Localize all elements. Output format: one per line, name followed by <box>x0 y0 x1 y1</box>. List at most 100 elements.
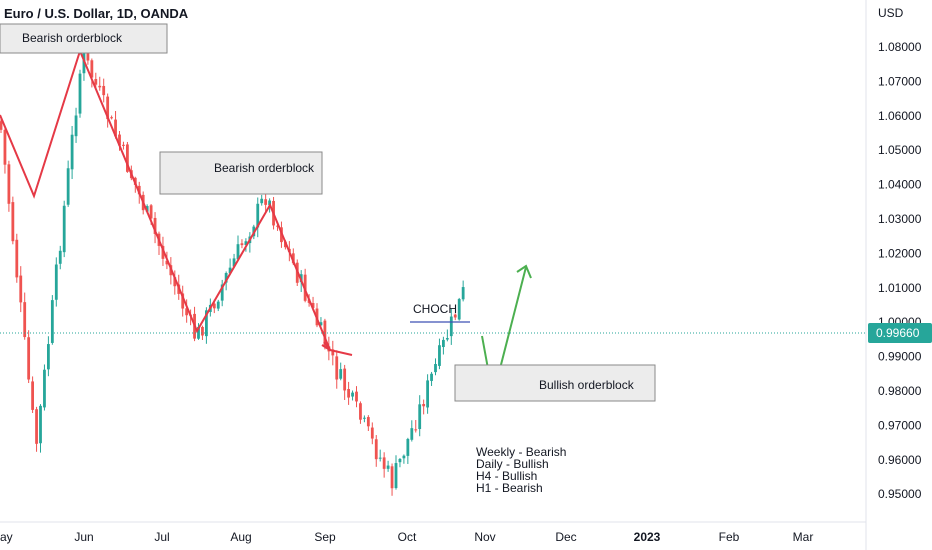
candle-body <box>118 134 121 146</box>
candle-body <box>47 344 50 370</box>
candle-body <box>343 368 347 391</box>
candle-body <box>78 73 82 114</box>
candle-body <box>370 427 374 439</box>
candle-body <box>260 198 264 204</box>
bias-line-h4: H4 - Bullish <box>476 469 537 483</box>
candle-body <box>220 284 224 301</box>
candle-body <box>394 463 398 489</box>
price-tick-label: 0.99000 <box>878 350 922 364</box>
candles-layer <box>0 42 465 496</box>
candle-body <box>216 301 220 309</box>
candle-body <box>378 457 382 459</box>
candle-body <box>7 164 11 204</box>
bearish-orderblock-box-1[interactable] <box>0 23 168 54</box>
candle-body <box>256 203 260 228</box>
candle-body <box>173 277 177 287</box>
time-tick-label: Mar <box>793 530 814 544</box>
candle-body <box>161 245 165 259</box>
candle-body <box>90 60 94 78</box>
candle-body <box>319 322 323 326</box>
price-tick-label: 1.07000 <box>878 74 922 88</box>
candle-body <box>355 391 358 402</box>
candle-body <box>335 356 339 380</box>
time-tick-label: 2023 <box>634 530 661 544</box>
chart-title: Euro / U.S. Dollar, 1D, OANDA <box>4 6 189 21</box>
candle-body <box>276 225 279 227</box>
candle-body <box>201 326 204 336</box>
candle-body <box>106 96 110 120</box>
candle-body <box>382 457 386 469</box>
candle-body <box>228 267 232 274</box>
candle-body <box>291 253 295 264</box>
candle-body <box>98 85 102 88</box>
price-tick-label: 1.06000 <box>878 109 922 123</box>
candle-body <box>94 79 98 85</box>
candle-body <box>0 121 3 130</box>
price-tick-label: 0.96000 <box>878 453 922 467</box>
candle-body <box>374 439 378 460</box>
time-tick-label: Dec <box>555 530 576 544</box>
time-tick-label: Jul <box>154 530 169 544</box>
time-tick-label: ay <box>0 530 13 544</box>
price-tick-label: 1.05000 <box>878 143 922 157</box>
candle-body <box>264 199 268 205</box>
candle-body <box>347 389 350 398</box>
price-tick-label: 0.95000 <box>878 487 922 501</box>
candle-body <box>66 168 70 205</box>
currency-label: USD <box>878 6 904 20</box>
bearish-orderblock-label-2: Bearish orderblock <box>214 161 315 175</box>
candle-body <box>232 258 236 267</box>
bearish-orderblock-box-2[interactable] <box>159 151 323 195</box>
candle-body <box>224 272 228 283</box>
candle-body <box>122 144 125 146</box>
candle-body <box>126 144 129 172</box>
candle-body <box>205 310 208 337</box>
time-tick-label: Aug <box>230 530 251 544</box>
candle-body <box>153 217 157 234</box>
candle-body <box>363 417 366 419</box>
candle-body <box>181 293 185 309</box>
candle-body <box>331 349 335 356</box>
candle-body <box>35 409 38 444</box>
candle-body <box>110 117 113 119</box>
candle-body <box>386 465 390 469</box>
current-price-badge <box>868 323 932 343</box>
bullish-orderblock-label: Bullish orderblock <box>539 378 635 392</box>
candle-body <box>351 392 354 397</box>
price-tick-label: 1.08000 <box>878 40 922 54</box>
candle-body <box>114 119 117 137</box>
candle-body <box>390 466 394 489</box>
bearish-orderblock-label-1: Bearish orderblock <box>22 31 123 45</box>
candle-body <box>58 250 62 264</box>
candle-body <box>422 403 426 407</box>
bullish-orderblock-box[interactable] <box>454 364 656 402</box>
candle-body <box>43 369 46 408</box>
candle-body <box>398 459 402 463</box>
candle-body <box>414 429 418 431</box>
time-tick-label: Nov <box>474 530 495 544</box>
candle-body <box>442 339 445 348</box>
current-price-value: 0.99660 <box>876 326 920 340</box>
time-tick-label: Jun <box>74 530 93 544</box>
candle-body <box>359 403 362 420</box>
price-axis[interactable]: 1.08000 1.07000 1.06000 1.05000 1.04000 1.030… <box>878 40 922 501</box>
candle-body <box>15 239 19 278</box>
candle-body <box>3 129 7 165</box>
price-tick-label: 1.01000 <box>878 281 922 295</box>
candle-body <box>418 404 422 430</box>
time-axis[interactable]: ay Jun Jul Aug Sep Oct Nov Dec 2023 Feb Mar <box>0 530 813 544</box>
candle-body <box>54 264 58 300</box>
price-tick-label: 0.97000 <box>878 418 922 432</box>
candle-body <box>50 300 54 343</box>
candle-body <box>212 303 216 309</box>
candle-body <box>457 299 461 320</box>
candle-body <box>23 302 27 338</box>
candle-body <box>453 314 457 318</box>
candle-body <box>434 364 437 373</box>
bias-line-h1: H1 - Bearish <box>476 481 543 495</box>
candle-body <box>410 428 414 440</box>
candle-body <box>27 337 31 380</box>
candle-body <box>137 185 141 195</box>
